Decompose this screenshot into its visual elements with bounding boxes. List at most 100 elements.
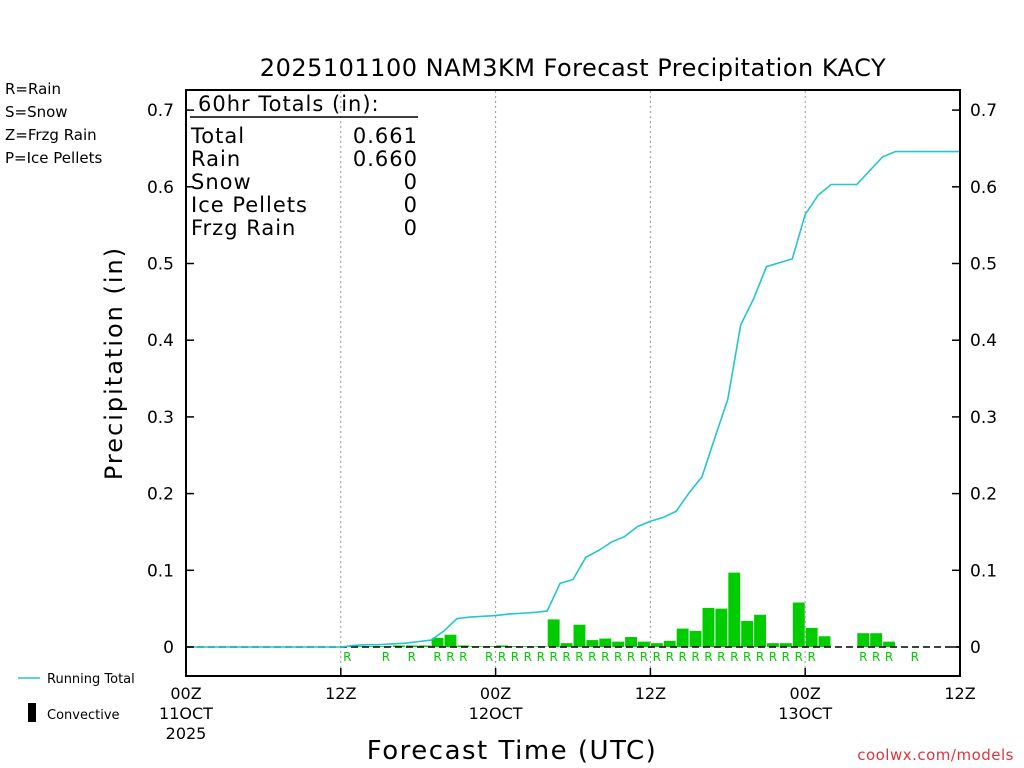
precip-type-marker: R xyxy=(807,650,815,664)
precip-bar xyxy=(496,645,508,647)
precip-type-marker: R xyxy=(666,650,674,664)
x-tick-label: 00Z xyxy=(480,684,511,703)
precip-bar xyxy=(650,643,663,647)
totals-value-total: 0.661 xyxy=(353,124,418,148)
precip-bar xyxy=(638,641,650,647)
totals-box: 60hr Totals (in): Total 0.661 Rain 0.660… xyxy=(190,92,418,240)
precip-bar xyxy=(418,645,431,647)
precip-type-marker: R xyxy=(537,650,545,664)
y-tick-label-right: 0.6 xyxy=(970,178,997,198)
precip-type-marker: R xyxy=(433,650,441,664)
precip-bar xyxy=(547,619,560,647)
precip-bar xyxy=(857,633,870,647)
precip-type-marker: R xyxy=(795,650,803,664)
x-tick-label: 12Z xyxy=(635,684,666,703)
totals-label-frzg-rain: Frzg Rain xyxy=(191,216,296,240)
precip-bar xyxy=(870,633,883,647)
precip-bar xyxy=(431,637,444,647)
precip-bar xyxy=(612,641,625,647)
x-tick-label: 2025 xyxy=(166,724,207,743)
precip-bar xyxy=(586,640,599,647)
precip-type-marker: R xyxy=(601,650,609,664)
precip-bar xyxy=(457,645,470,647)
precip-type-marker: R xyxy=(704,650,712,664)
x-tick-label: 00Z xyxy=(170,684,201,703)
y-tick-label-right: 0.7 xyxy=(970,101,997,121)
precip-bar xyxy=(754,614,766,647)
precip-bar xyxy=(741,620,754,647)
precip-type-marker: R xyxy=(614,650,622,664)
totals-value-snow: 0 xyxy=(404,170,418,194)
legend-ice-pellets: P=Ice Pellets xyxy=(5,149,103,167)
convective-legend-swatch xyxy=(28,703,36,722)
precip-bar xyxy=(689,630,702,647)
watermark: coolwx.com/models xyxy=(857,746,1014,764)
precip-type-marker: R xyxy=(691,650,699,664)
precip-type-marker: R xyxy=(408,650,416,664)
precip-bar xyxy=(767,643,779,647)
y-tick-label-left: 0.4 xyxy=(147,331,174,351)
precip-type-marker: R xyxy=(678,650,686,664)
legend-freezing-rain: Z=Frzg Rain xyxy=(5,126,97,144)
precip-bar xyxy=(715,608,728,647)
precip-type-marker: R xyxy=(782,650,790,664)
legend-snow: S=Snow xyxy=(5,103,68,121)
x-axis-label: Forecast Time (UTC) xyxy=(367,736,658,766)
legend-rain: R=Rain xyxy=(5,80,61,98)
precip-bar xyxy=(573,624,586,647)
precip-bar xyxy=(509,646,521,647)
precip-type-marker: R xyxy=(653,650,661,664)
precip-type-marker: R xyxy=(730,650,738,664)
y-tick-label-left: 0.3 xyxy=(147,408,174,428)
chart-title: 2025101100 NAM3KM Forecast Precipitation… xyxy=(260,54,886,82)
precip-bar xyxy=(354,646,367,647)
precip-type-marker: R xyxy=(511,650,519,664)
precip-bar xyxy=(663,640,676,647)
y-tick-label-right: 0.4 xyxy=(970,331,997,351)
precip-type-marker: R xyxy=(575,650,583,664)
x-tick-label: 13OCT xyxy=(778,704,832,723)
running-total-series xyxy=(186,150,960,648)
precip-bar xyxy=(444,634,457,647)
totals-value-frzg-rain: 0 xyxy=(404,216,418,240)
precip-bar xyxy=(805,627,818,647)
y-tick-label-right: 0 xyxy=(970,638,981,658)
precip-bar xyxy=(676,628,689,647)
precip-bar xyxy=(702,607,715,647)
totals-label-rain: Rain xyxy=(191,147,241,171)
running-total-legend-label: Running Total xyxy=(47,672,135,687)
precip-type-marker: R xyxy=(743,650,751,664)
y-axis-ticks: 0 00.1 0.10.2 0.20.3 0.30.4 0.40.5 0.50.6 0.60.… xyxy=(147,101,997,658)
precip-type-marker: R xyxy=(627,650,635,664)
y-tick-label-left: 0.5 xyxy=(147,255,174,275)
precip-type-marker: R xyxy=(549,650,557,664)
convective-legend-label: Convective xyxy=(47,708,120,723)
totals-label-ice-pellets: Ice Pellets xyxy=(191,193,308,217)
precip-type-marker: R xyxy=(885,650,893,664)
y-tick-label-left: 0.2 xyxy=(147,485,174,505)
totals-header: 60hr Totals (in): xyxy=(198,92,380,116)
x-tick-label: 11OCT xyxy=(159,704,213,723)
precip-type-marker: R xyxy=(859,650,867,664)
x-tick-label: 12Z xyxy=(325,684,356,703)
precip-bar xyxy=(883,641,895,647)
precip-type-marker: R xyxy=(485,650,493,664)
running-total-line xyxy=(186,150,960,648)
totals-value-rain: 0.660 xyxy=(353,147,418,171)
precip-type-marker: R xyxy=(717,650,725,664)
precip-type-marker: R xyxy=(769,650,777,664)
precip-type-marker: R xyxy=(498,650,506,664)
hourly-precip-bars xyxy=(341,572,895,647)
precip-type-marker: R xyxy=(756,650,764,664)
precip-type-marker: R xyxy=(343,650,351,664)
precip-type-marker: R xyxy=(640,650,648,664)
precip-bar xyxy=(779,643,792,647)
x-tick-label: 12Z xyxy=(944,684,975,703)
precip-type-marker: R xyxy=(524,650,532,664)
totals-value-ice-pellets: 0 xyxy=(404,193,418,217)
precip-type-marker: R xyxy=(872,650,880,664)
precip-bar xyxy=(818,636,831,647)
x-tick-label: 00Z xyxy=(790,684,821,703)
x-tick-label: 12OCT xyxy=(469,704,523,723)
plot-frame xyxy=(185,89,961,677)
